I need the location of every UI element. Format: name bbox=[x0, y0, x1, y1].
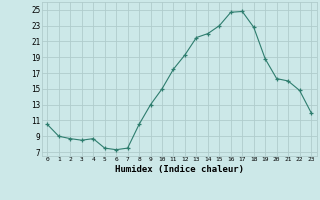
X-axis label: Humidex (Indice chaleur): Humidex (Indice chaleur) bbox=[115, 165, 244, 174]
